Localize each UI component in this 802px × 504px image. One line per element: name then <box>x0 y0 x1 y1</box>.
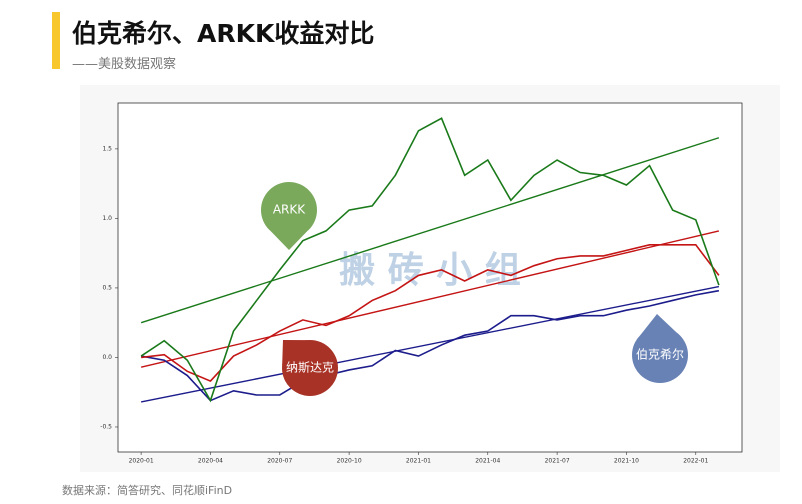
x-tick-label: 2020-07 <box>267 458 292 465</box>
y-tick-label: 1.0 <box>102 215 112 222</box>
plot-area <box>117 102 743 453</box>
page-subtitle: ——美股数据观察 <box>72 57 177 72</box>
series-label: ARKK <box>273 203 306 217</box>
page-title: 伯克希尔、ARKK收益对比 <box>72 19 375 48</box>
trend-line <box>140 137 720 324</box>
x-tick-label: 2021-10 <box>614 458 639 465</box>
x-tick-label: 2020-01 <box>129 458 154 465</box>
series-balloon <box>632 327 688 383</box>
source-note: 数据来源：简答研究、同花顺iFinD <box>62 484 233 497</box>
y-tick-label: 0.5 <box>102 284 112 291</box>
y-tick-label: 1.5 <box>102 145 112 152</box>
x-tick-label: 2022-01 <box>683 458 708 465</box>
series-balloon <box>261 182 317 238</box>
trend-line <box>140 285 720 403</box>
x-tick-label: 2021-04 <box>475 458 500 465</box>
series-line <box>140 289 720 402</box>
series-line <box>140 117 720 403</box>
accent-bar <box>52 12 60 69</box>
series-line <box>141 244 720 383</box>
series-label: 纳斯达克 <box>286 361 334 375</box>
y-tick-label: 0.0 <box>102 354 112 361</box>
series-balloon <box>282 340 338 396</box>
trend-line <box>140 230 720 368</box>
x-tick-label: 2021-01 <box>406 458 431 465</box>
x-tick-label: 2021-07 <box>545 458 570 465</box>
series-label: 伯克希尔 <box>636 347 684 362</box>
y-tick-label: -0.5 <box>100 423 112 430</box>
x-tick-label: 2020-04 <box>198 458 223 465</box>
x-tick-label: 2020-10 <box>337 458 362 465</box>
